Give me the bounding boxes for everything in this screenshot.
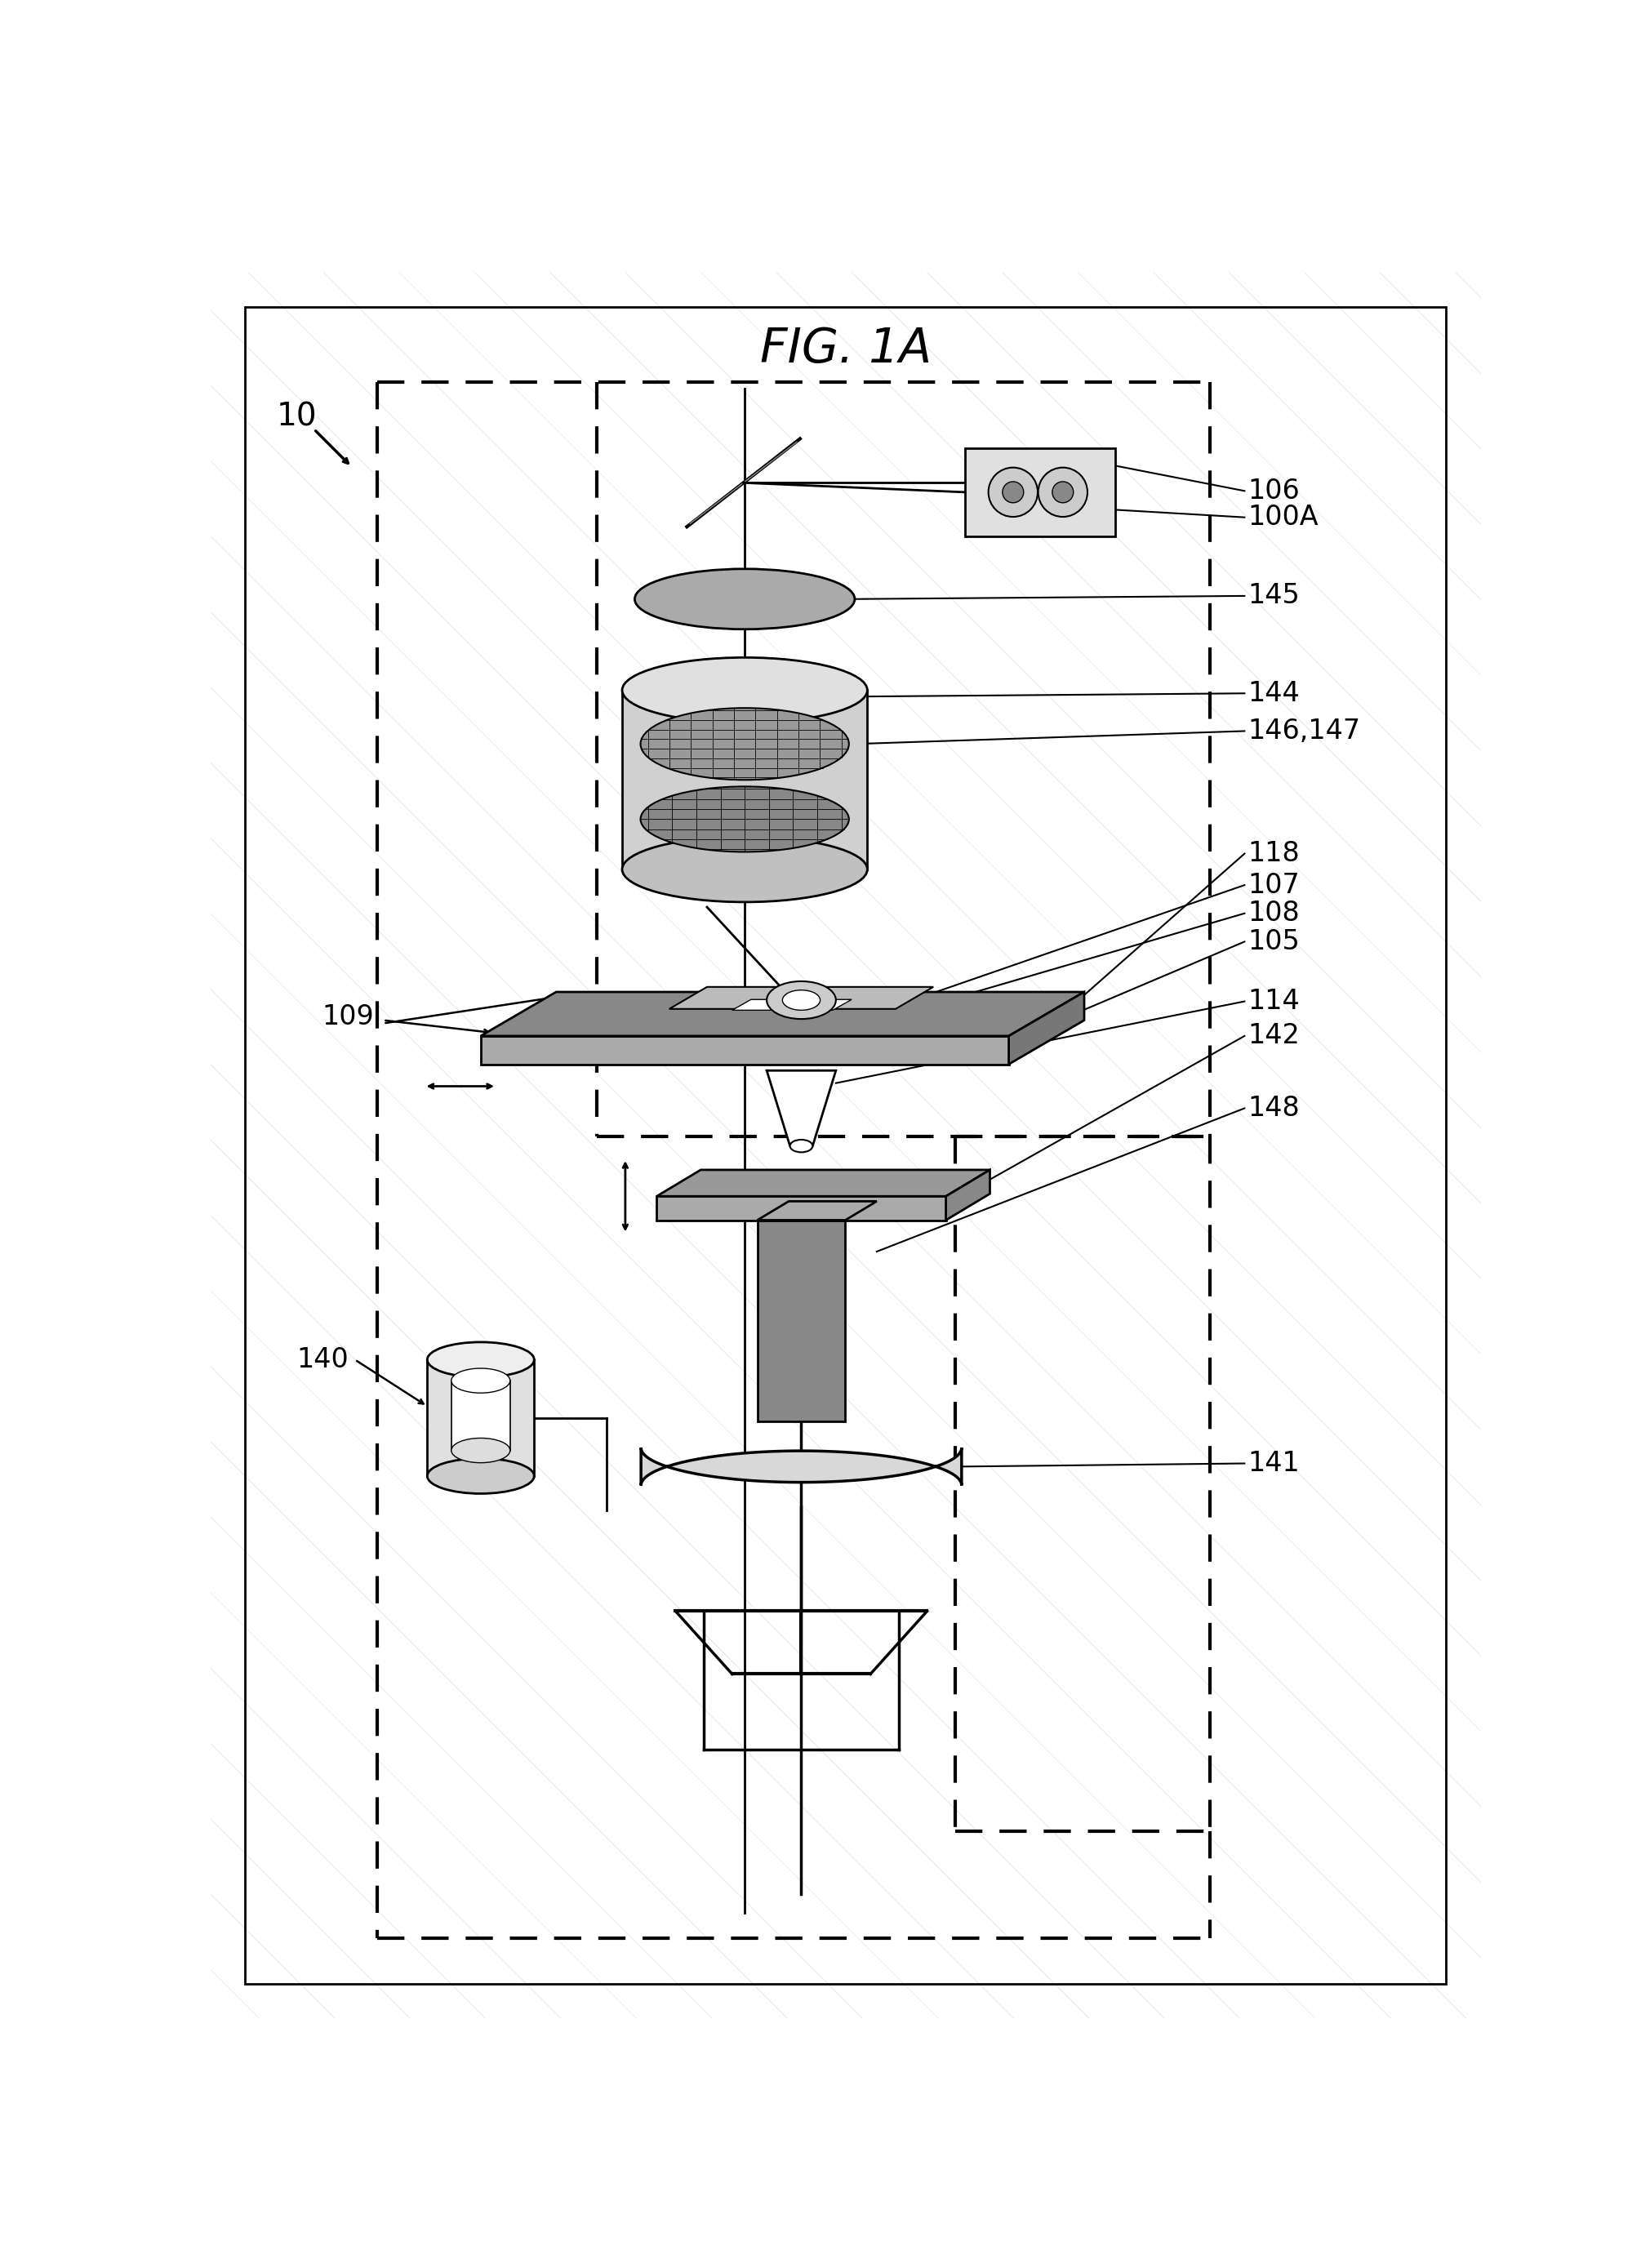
Text: 140: 140: [297, 1347, 348, 1372]
Ellipse shape: [1053, 481, 1074, 503]
Bar: [757, 1220, 845, 1422]
Text: FIG. 1A: FIG. 1A: [761, 327, 931, 372]
Text: 146,147: 146,147: [1247, 717, 1360, 744]
Ellipse shape: [452, 1438, 510, 1463]
Polygon shape: [1008, 991, 1084, 1064]
Polygon shape: [670, 987, 934, 1009]
Polygon shape: [767, 1070, 837, 1145]
Text: 144: 144: [1247, 680, 1300, 708]
Bar: [452, 1381, 510, 1452]
Ellipse shape: [988, 467, 1038, 517]
Text: 10: 10: [277, 401, 317, 433]
Ellipse shape: [1003, 481, 1023, 503]
Polygon shape: [657, 1195, 945, 1220]
Ellipse shape: [640, 787, 850, 853]
Ellipse shape: [1038, 467, 1087, 517]
Polygon shape: [480, 1036, 1008, 1064]
Ellipse shape: [622, 837, 868, 903]
Text: 106: 106: [1247, 479, 1300, 503]
Ellipse shape: [767, 982, 837, 1018]
Text: 148: 148: [1247, 1095, 1300, 1123]
Polygon shape: [480, 991, 1084, 1036]
Ellipse shape: [452, 1368, 510, 1393]
Text: 141: 141: [1247, 1449, 1300, 1476]
Ellipse shape: [427, 1458, 535, 1495]
Text: 109: 109: [322, 1005, 375, 1030]
Text: 100A: 100A: [1247, 503, 1318, 531]
Text: 108: 108: [1247, 900, 1300, 928]
Ellipse shape: [635, 569, 855, 628]
Ellipse shape: [622, 658, 868, 723]
Ellipse shape: [427, 1343, 535, 1377]
Bar: [622, 689, 868, 869]
Text: 145: 145: [1247, 583, 1300, 610]
Text: 114: 114: [1247, 989, 1300, 1014]
Bar: [965, 449, 1115, 535]
Bar: [427, 1361, 535, 1476]
Text: 107: 107: [1247, 871, 1300, 898]
Polygon shape: [640, 1447, 962, 1486]
Ellipse shape: [790, 1141, 812, 1152]
Polygon shape: [945, 1170, 990, 1220]
Ellipse shape: [782, 991, 820, 1009]
Text: 118: 118: [1247, 839, 1300, 866]
Polygon shape: [733, 1000, 851, 1009]
Text: 105: 105: [1247, 928, 1300, 955]
Polygon shape: [757, 1202, 876, 1220]
Ellipse shape: [640, 708, 850, 780]
Text: 142: 142: [1247, 1023, 1300, 1050]
Polygon shape: [657, 1170, 990, 1195]
